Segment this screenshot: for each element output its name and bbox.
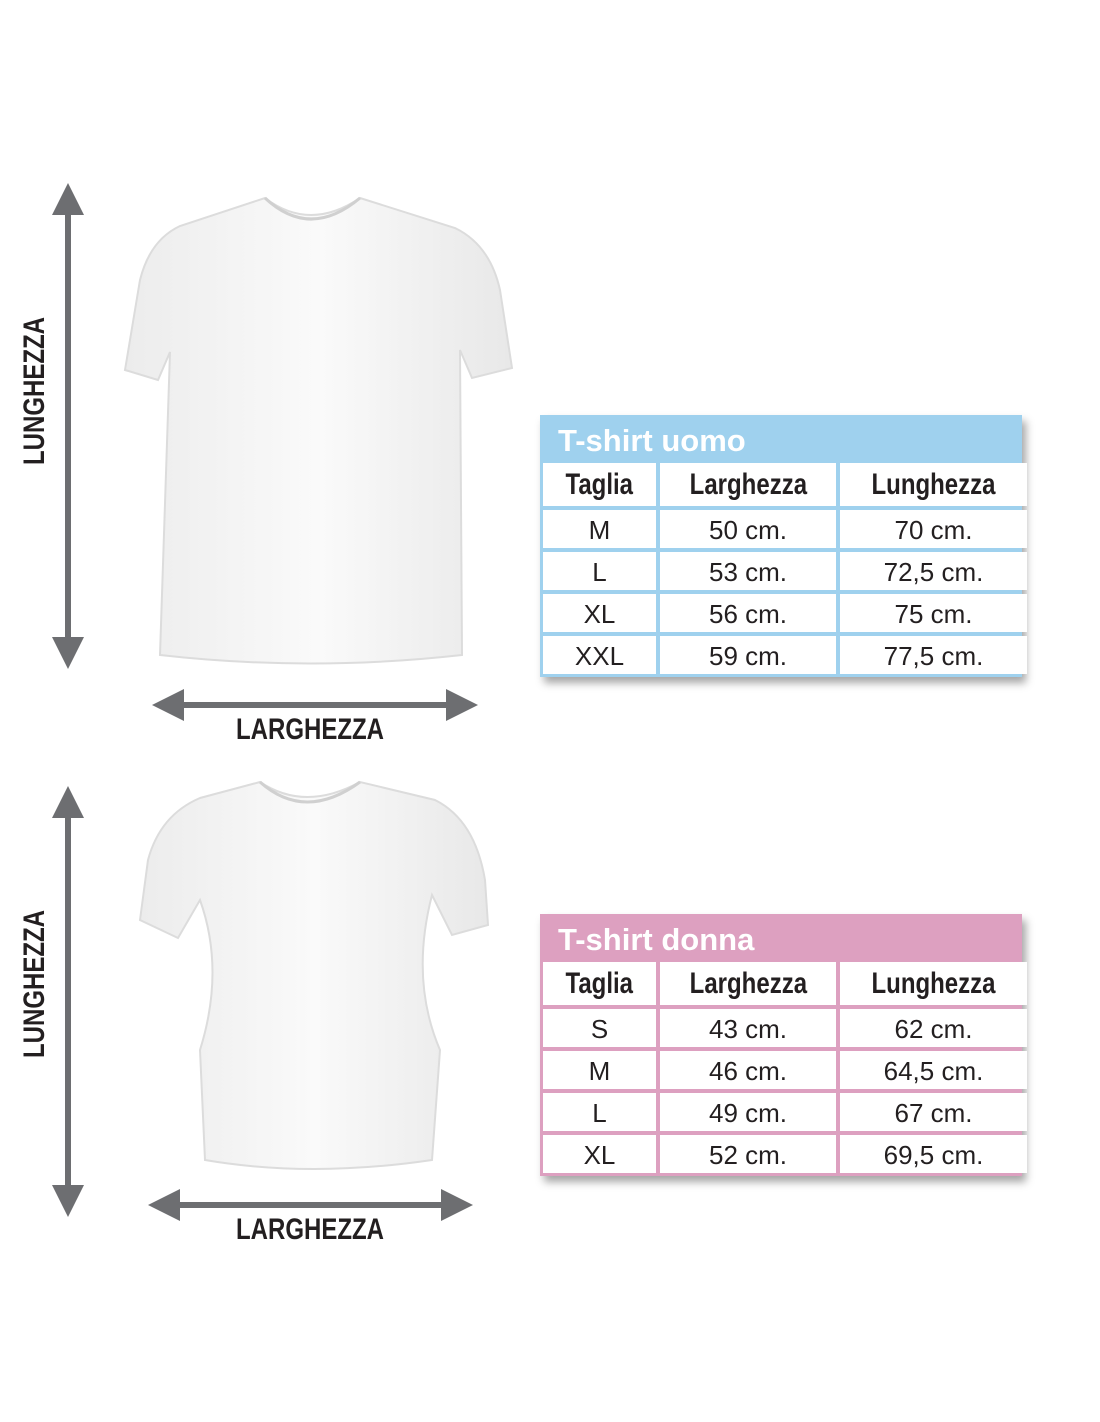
table-cell: 46 cm. bbox=[660, 1051, 836, 1089]
header-cell: Taglia bbox=[543, 962, 656, 1005]
table-cell: 67 cm. bbox=[840, 1093, 1027, 1131]
women-table-title: T-shirt donna bbox=[558, 922, 755, 957]
table-cell: 77,5 cm. bbox=[840, 636, 1027, 674]
women-length-label: LUNGHEZZA bbox=[18, 910, 51, 1058]
header-cell: Larghezza bbox=[660, 962, 836, 1005]
women-length-arrow bbox=[52, 786, 84, 1217]
table-cell: XXL bbox=[543, 636, 656, 674]
men-size-table: T-shirt uomo Taglia Larghezza Lunghezza … bbox=[540, 415, 1027, 677]
table-cell: 64,5 cm. bbox=[840, 1051, 1027, 1089]
table-cell: 69,5 cm. bbox=[840, 1135, 1027, 1173]
men-length-arrow bbox=[52, 183, 84, 669]
men-tshirt-image bbox=[123, 196, 514, 665]
table-cell: L bbox=[543, 1093, 656, 1131]
header-cell: Lunghezza bbox=[840, 962, 1027, 1005]
men-width-label: LARGHEZZA bbox=[236, 713, 384, 746]
table-cell: M bbox=[543, 1051, 656, 1089]
table-cell: 49 cm. bbox=[660, 1093, 836, 1131]
table-cell: 50 cm. bbox=[660, 510, 836, 548]
table-cell: 56 cm. bbox=[660, 594, 836, 632]
table-cell: 59 cm. bbox=[660, 636, 836, 674]
table-cell: 62 cm. bbox=[840, 1009, 1027, 1047]
table-cell: XL bbox=[543, 594, 656, 632]
table-cell: 72,5 cm. bbox=[840, 552, 1027, 590]
header-cell: Larghezza bbox=[660, 463, 836, 506]
table-cell: 52 cm. bbox=[660, 1135, 836, 1173]
table-cell: 43 cm. bbox=[660, 1009, 836, 1047]
header-cell: Taglia bbox=[543, 463, 656, 506]
table-cell: 53 cm. bbox=[660, 552, 836, 590]
table-cell: L bbox=[543, 552, 656, 590]
men-width-arrow bbox=[152, 689, 478, 721]
table-cell: 70 cm. bbox=[840, 510, 1027, 548]
women-width-label: LARGHEZZA bbox=[236, 1213, 384, 1246]
table-cell: 75 cm. bbox=[840, 594, 1027, 632]
table-cell: XL bbox=[543, 1135, 656, 1173]
table-cell: S bbox=[543, 1009, 656, 1047]
women-width-arrow bbox=[148, 1189, 473, 1221]
men-length-label: LUNGHEZZA bbox=[18, 317, 51, 465]
header-cell: Lunghezza bbox=[840, 463, 1027, 506]
table-cell: M bbox=[543, 510, 656, 548]
women-tshirt-image bbox=[138, 780, 490, 1170]
women-size-table: T-shirt donna Taglia Larghezza Lunghezza… bbox=[540, 914, 1027, 1176]
men-table-title: T-shirt uomo bbox=[558, 423, 746, 458]
